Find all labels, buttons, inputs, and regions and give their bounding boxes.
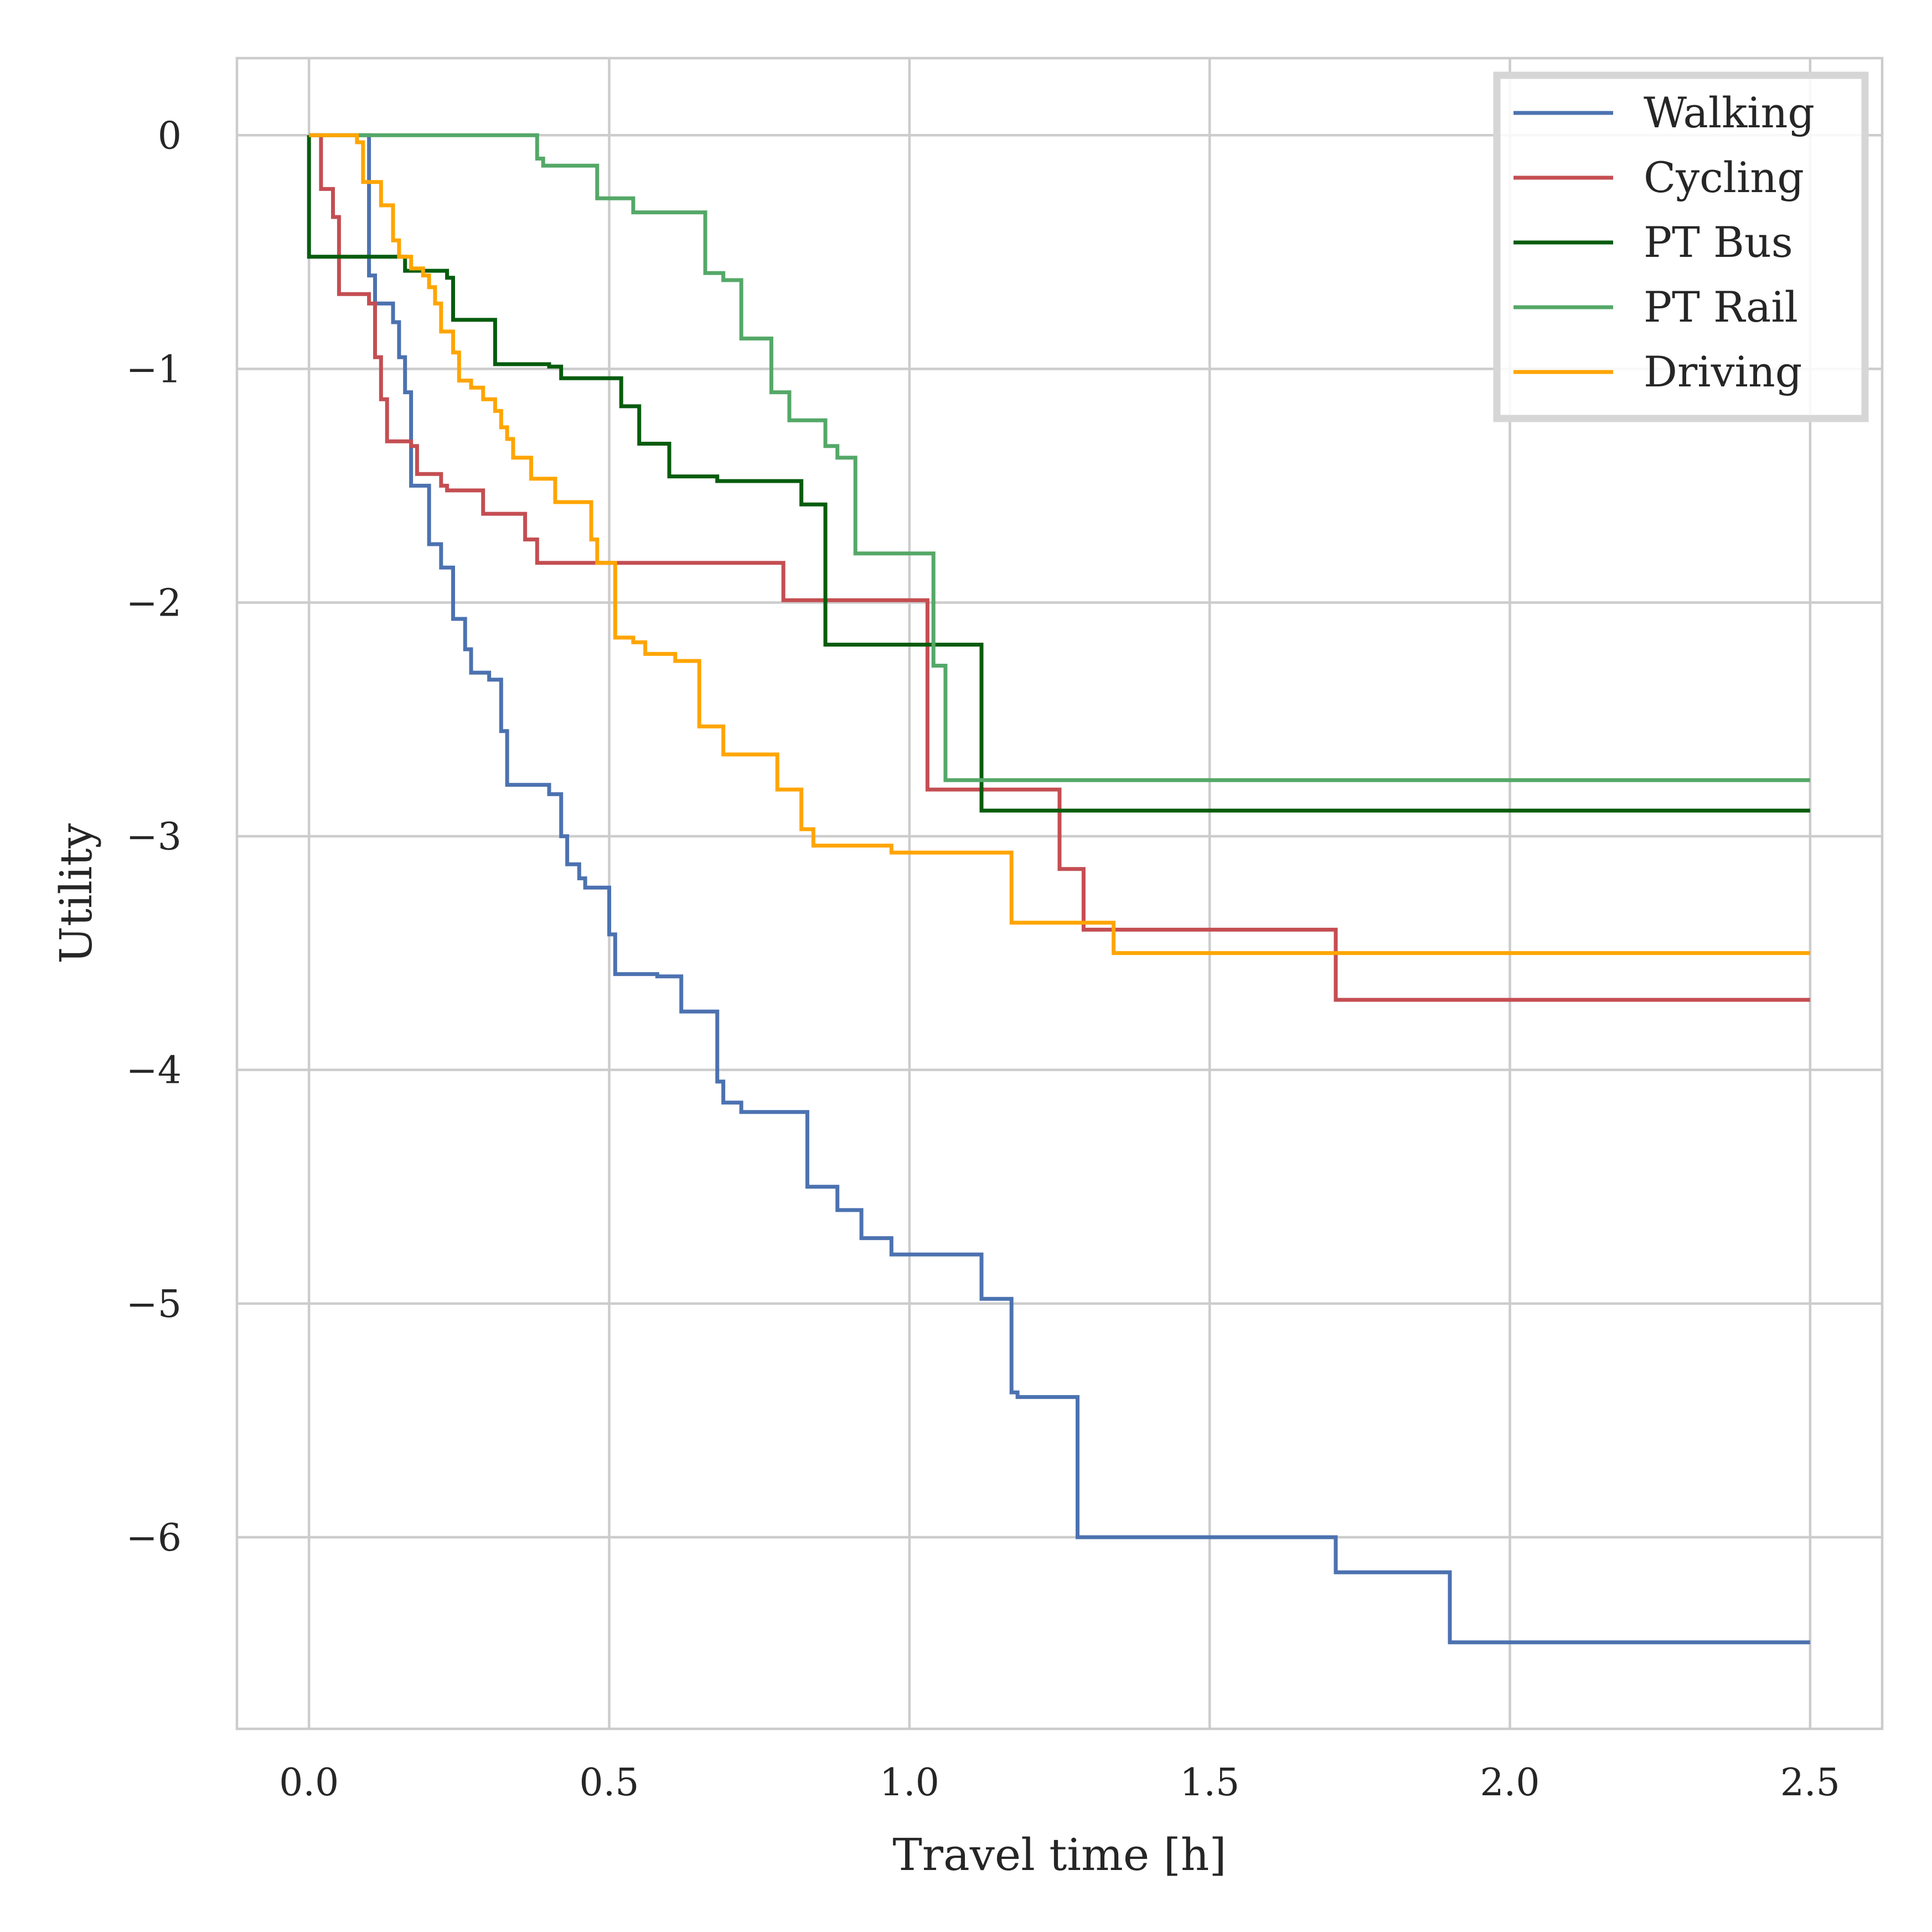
legend-label: Driving: [1644, 347, 1802, 396]
series-line-walking: [309, 133, 1810, 1645]
legend-label: Walking: [1644, 88, 1815, 137]
series-line-driving: [309, 133, 1810, 955]
series-line-pt-bus: [307, 135, 1810, 813]
plot-frame: [235, 56, 1884, 1730]
x-axis-label: Travel time [h]: [892, 1829, 1226, 1881]
legend-label: PT Bus: [1644, 218, 1793, 267]
tick-layer: 0.0 0.5 1.0 1.5 2.0 2.5 0 −1 −2 −3 −4 −5 −6: [126, 114, 1840, 1805]
y-tick-label: −1: [126, 348, 182, 391]
x-tick-label: 2.0: [1480, 1761, 1540, 1805]
legend-label: PT Rail: [1644, 282, 1798, 332]
legend-box: [1493, 71, 1869, 422]
y-tick-label: −4: [126, 1049, 182, 1093]
y-tick-label: −5: [126, 1283, 182, 1326]
series-line-cycling: [309, 133, 1810, 1002]
y-tick-label: −2: [126, 581, 182, 625]
x-tick-label: 1.0: [880, 1761, 939, 1805]
x-tick-label: 1.5: [1180, 1761, 1239, 1805]
legend-label: Cycling: [1644, 153, 1804, 202]
y-tick-label: −3: [126, 815, 182, 859]
series-layer: [307, 133, 1810, 1645]
y-tick-label: −6: [126, 1516, 182, 1560]
x-tick-label: 0.5: [579, 1761, 639, 1805]
series-line-pt-rail: [309, 133, 1810, 782]
x-tick-label: 0.0: [279, 1761, 339, 1805]
legend: Walking Cycling PT Bus PT Rail Driving: [1493, 71, 1869, 422]
y-axis-label: Utility: [50, 823, 102, 964]
y-tick-label: 0: [158, 114, 182, 158]
x-tick-label: 2.5: [1780, 1761, 1840, 1805]
